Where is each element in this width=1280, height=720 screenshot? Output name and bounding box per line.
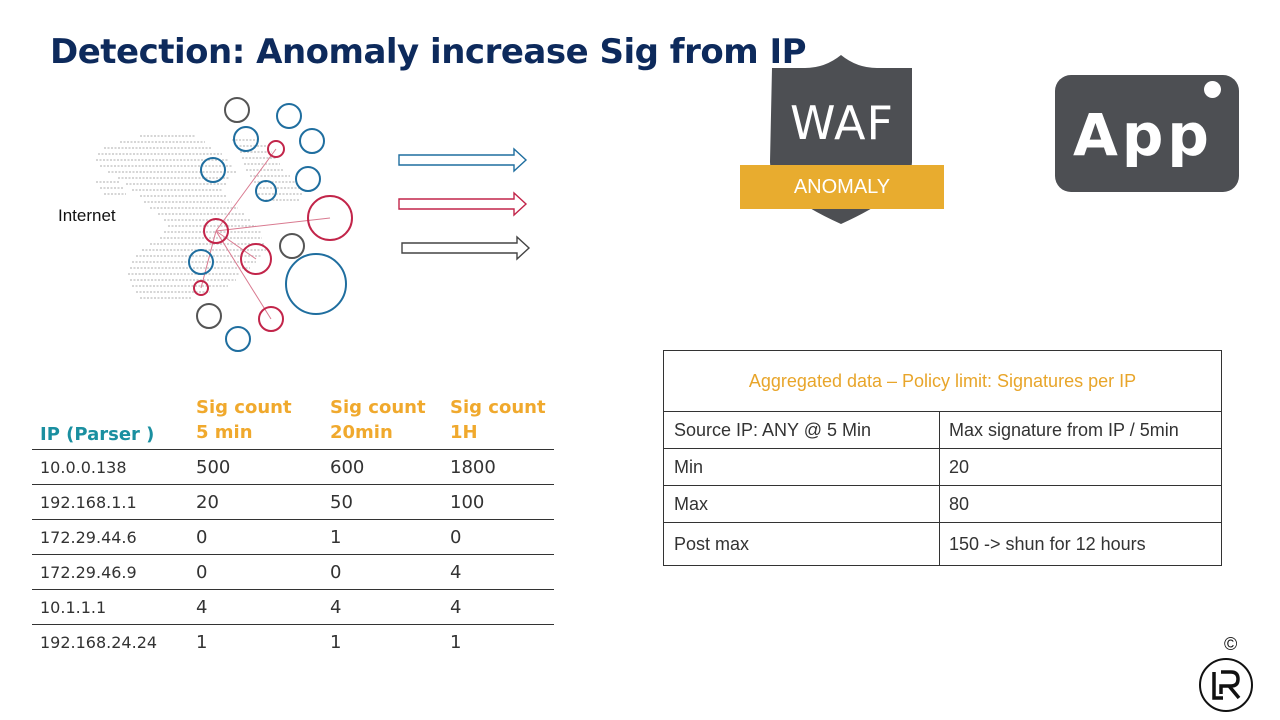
copyright-symbol: © <box>1224 634 1238 654</box>
header-sig-1h-line2: 1H <box>450 422 478 443</box>
table-header-row: IP (Parser ) Sig count 5 min Sig count 2… <box>32 390 554 450</box>
policy-value: 80 <box>949 493 970 514</box>
cell-ip: 192.168.24.24 <box>40 632 158 652</box>
ip-node-red <box>240 243 272 275</box>
cell-sig-5min: 1 <box>196 631 208 653</box>
policy-limit-table: Aggregated data – Policy limit: Signatur… <box>663 350 1222 566</box>
ip-node-blue <box>285 253 347 315</box>
cell-ip: 172.29.44.6 <box>40 527 137 547</box>
cell-sig-1h: 1800 <box>450 456 496 478</box>
slide-title: Detection: Anomaly increase Sig from IP <box>50 32 807 72</box>
ip-node-blue <box>295 166 321 192</box>
cell-sig-1h: 0 <box>450 526 462 548</box>
traffic-arrow-red <box>398 191 528 217</box>
table-row: 192.168.24.24 1 1 1 <box>32 625 554 659</box>
policy-key: Source IP: ANY @ 5 Min <box>664 412 940 448</box>
table-row: 192.168.1.1 20 50 100 <box>32 485 554 520</box>
ip-node-gray <box>196 303 222 329</box>
ip-node-blue <box>200 157 226 183</box>
traffic-arrow-blue <box>398 147 528 173</box>
world-map-silhouette <box>96 135 302 299</box>
header-sig-5min-line2: 5 min <box>196 422 253 443</box>
cell-ip: 10.0.0.138 <box>40 457 127 477</box>
cell-sig-1h: 1 <box>450 631 462 653</box>
ip-node-red <box>267 140 285 158</box>
header-sig-5min: Sig count 5 min <box>196 395 330 445</box>
policy-table-title: Aggregated data – Policy limit: Signatur… <box>664 351 1221 412</box>
table-row: 10.0.0.138 500 600 1800 <box>32 450 554 485</box>
internet-map-diagram <box>96 97 531 352</box>
cell-sig-1h: 4 <box>450 596 462 618</box>
policy-key: Max <box>664 486 940 522</box>
waf-label: WAF <box>790 96 894 150</box>
traffic-arrow-gray <box>401 235 531 261</box>
cell-sig-5min: 4 <box>196 596 208 618</box>
ip-node-blue <box>299 128 325 154</box>
header-ip: IP (Parser ) <box>40 424 155 445</box>
cell-sig-20min: 1 <box>330 526 342 548</box>
ip-node-blue <box>233 126 259 152</box>
cell-sig-20min: 600 <box>330 456 365 478</box>
company-logo-icon <box>1199 658 1253 712</box>
app-icon: App <box>1055 75 1239 192</box>
policy-row: Max 80 <box>664 486 1221 523</box>
ip-node-blue <box>276 103 302 129</box>
policy-value: 150 -> shun for 12 hours <box>949 533 1146 554</box>
cell-sig-1h: 4 <box>450 561 462 583</box>
internet-label: Internet <box>58 206 116 225</box>
policy-row: Post max 150 -> shun for 12 hours <box>664 523 1221 565</box>
header-sig-1h-line1: Sig count <box>450 397 546 418</box>
ip-node-blue <box>225 326 251 352</box>
policy-row: Min 20 <box>664 449 1221 486</box>
ip-node-gray <box>279 233 305 259</box>
header-sig-20min: Sig count 20min <box>330 395 450 445</box>
policy-row: Source IP: ANY @ 5 Min Max signature fro… <box>664 412 1221 449</box>
policy-value: Max signature from IP / 5min <box>949 419 1179 440</box>
signature-count-table: IP (Parser ) Sig count 5 min Sig count 2… <box>32 390 554 659</box>
table-row: 10.1.1.1 4 4 4 <box>32 590 554 625</box>
policy-value: 20 <box>949 456 970 477</box>
cell-ip: 10.1.1.1 <box>40 597 107 617</box>
logo-mark-icon <box>1212 670 1241 700</box>
ip-node-red <box>307 195 353 241</box>
cell-ip: 192.168.1.1 <box>40 492 137 512</box>
cell-sig-20min: 1 <box>330 631 342 653</box>
ip-node-blue <box>188 249 214 275</box>
cell-sig-20min: 0 <box>330 561 342 583</box>
cell-sig-20min: 4 <box>330 596 342 618</box>
header-sig-20min-line2: 20min <box>330 422 393 443</box>
ip-node-red <box>258 306 284 332</box>
policy-key: Min <box>664 449 940 485</box>
cell-sig-1h: 100 <box>450 491 485 513</box>
ip-node-gray <box>224 97 250 123</box>
ip-node-red <box>203 218 229 244</box>
header-sig-1h: Sig count 1H <box>450 395 550 445</box>
cell-sig-5min: 20 <box>196 491 219 513</box>
connection-lines <box>200 148 331 320</box>
ip-node-blue <box>255 180 277 202</box>
header-sig-20min-line1: Sig count <box>330 397 426 418</box>
table-row: 172.29.44.6 0 1 0 <box>32 520 554 555</box>
app-label: App <box>1073 101 1213 169</box>
table-row: 172.29.46.9 0 0 4 <box>32 555 554 590</box>
header-sig-5min-line1: Sig count <box>196 397 292 418</box>
cell-sig-5min: 0 <box>196 561 208 583</box>
app-dot <box>1204 81 1221 98</box>
policy-key: Post max <box>664 523 940 565</box>
cell-sig-20min: 50 <box>330 491 353 513</box>
anomaly-badge: ANOMALY <box>740 165 944 209</box>
ip-node-red <box>193 280 209 296</box>
cell-sig-5min: 500 <box>196 456 231 478</box>
cell-sig-5min: 0 <box>196 526 208 548</box>
cell-ip: 172.29.46.9 <box>40 562 137 582</box>
